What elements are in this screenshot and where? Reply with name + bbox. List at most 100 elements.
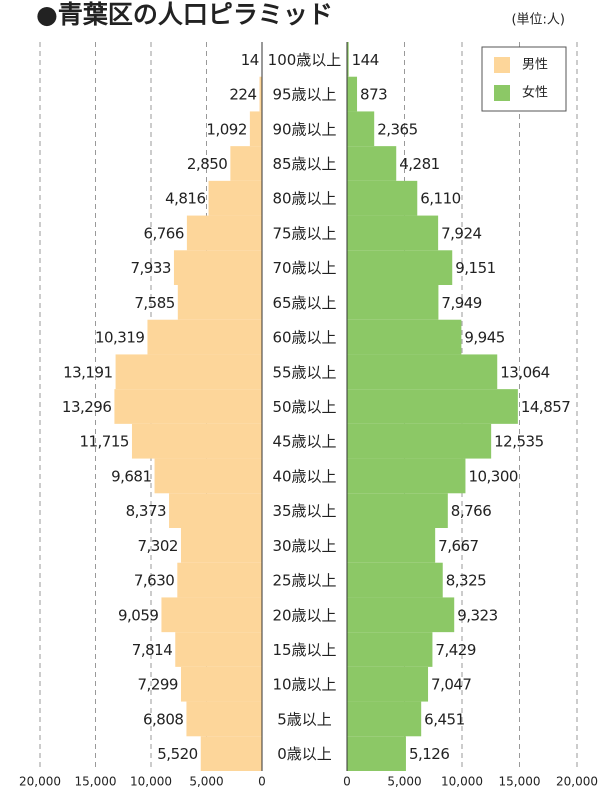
bar [249,111,262,147]
category-label: 100歳以上 [268,51,342,69]
data-label: 14 [241,51,259,69]
bar [347,701,422,737]
x-tick-label: 15,000 [75,775,117,789]
chart-title: ●青葉区の人口ピラミッド [36,0,333,29]
data-label: 10,300 [468,467,518,485]
data-label: 7,630 [134,572,174,590]
data-label: 7,933 [130,259,170,277]
data-label: 7,949 [441,294,481,312]
category-label: 0歳以上 [277,745,332,763]
data-label: 13,191 [63,363,113,381]
bar [180,666,262,702]
x-tick-label: 20,000 [556,775,598,789]
data-label: 1,092 [206,120,246,138]
data-label: 5,520 [157,745,197,763]
data-label: 144 [352,51,379,69]
data-label: 9,945 [464,329,504,347]
bar [347,736,406,771]
data-label: 7,924 [441,224,481,242]
category-label: 5歳以上 [277,710,332,728]
data-label: 8,373 [126,502,166,520]
bar [347,389,518,424]
bar [347,458,466,494]
x-tick-label: 0 [343,775,351,789]
data-label: 7,429 [435,641,475,659]
bar [186,215,262,251]
category-label: 85歳以上 [272,155,336,173]
x-tick-label: 0 [258,775,266,789]
data-label: 7,667 [438,537,478,555]
bar [347,180,418,216]
x-tick-label: 15,000 [499,775,541,789]
legend-label: 男性 [522,58,548,73]
bar [347,632,433,667]
bar [347,146,397,181]
data-label: 14,857 [521,398,571,416]
legend-label: 女性 [522,85,548,101]
data-label: 11,715 [79,433,129,451]
data-label: 6,451 [424,710,464,728]
data-label: 4,816 [165,190,205,208]
category-label: 55歳以上 [272,363,336,381]
bar [347,423,492,459]
bar [347,666,429,702]
bar [200,736,262,771]
category-label: 10歳以上 [272,676,336,694]
data-label: 8,325 [446,572,486,590]
data-label: 13,296 [62,398,112,416]
category-label: 20歳以上 [272,606,336,624]
category-label: 70歳以上 [272,259,336,277]
data-label: 2,365 [377,120,417,138]
data-label: 9,151 [455,259,495,277]
bar [131,423,262,459]
x-tick-label: 20,000 [19,775,61,789]
category-label: 25歳以上 [272,572,336,590]
bar [347,354,498,390]
data-label: 9,059 [118,606,158,624]
bar [115,354,263,390]
bar [161,597,262,633]
bar [347,597,455,633]
data-label: 13,064 [500,363,549,381]
category-label: 60歳以上 [272,329,336,347]
bar [169,493,262,528]
bar [347,42,349,77]
category-label: 90歳以上 [272,120,336,138]
bar [173,250,262,285]
bar [347,319,462,355]
bar [259,76,262,112]
bar [347,493,448,528]
unit-note: (単位:人) [511,12,565,28]
category-label: 35歳以上 [272,502,336,520]
data-label: 6,766 [143,224,183,242]
legend-swatch [494,57,510,73]
category-label: 95歳以上 [272,86,336,104]
data-label: 2,850 [187,155,227,173]
bar [347,250,453,285]
data-label: 9,681 [111,467,151,485]
category-label: 15歳以上 [272,641,336,659]
data-label: 7,047 [431,676,471,694]
bar [114,389,262,424]
x-tick-label: 5,000 [387,775,421,789]
category-label: 40歳以上 [272,467,336,485]
bar [347,562,443,598]
bar [147,319,262,355]
bar [230,146,262,181]
data-label: 4,281 [399,155,439,173]
category-label: 65歳以上 [272,294,336,312]
bar [347,528,436,563]
bar [208,180,262,216]
x-tick-label: 10,000 [441,775,483,789]
data-label: 6,110 [420,190,460,208]
x-tick-label: 5,000 [189,775,223,789]
bar [154,458,262,494]
bar [177,285,262,320]
bar [347,285,439,320]
bar [347,215,439,251]
category-label: 75歳以上 [272,224,336,242]
category-label: 50歳以上 [272,398,336,416]
data-label: 12,535 [494,433,543,451]
